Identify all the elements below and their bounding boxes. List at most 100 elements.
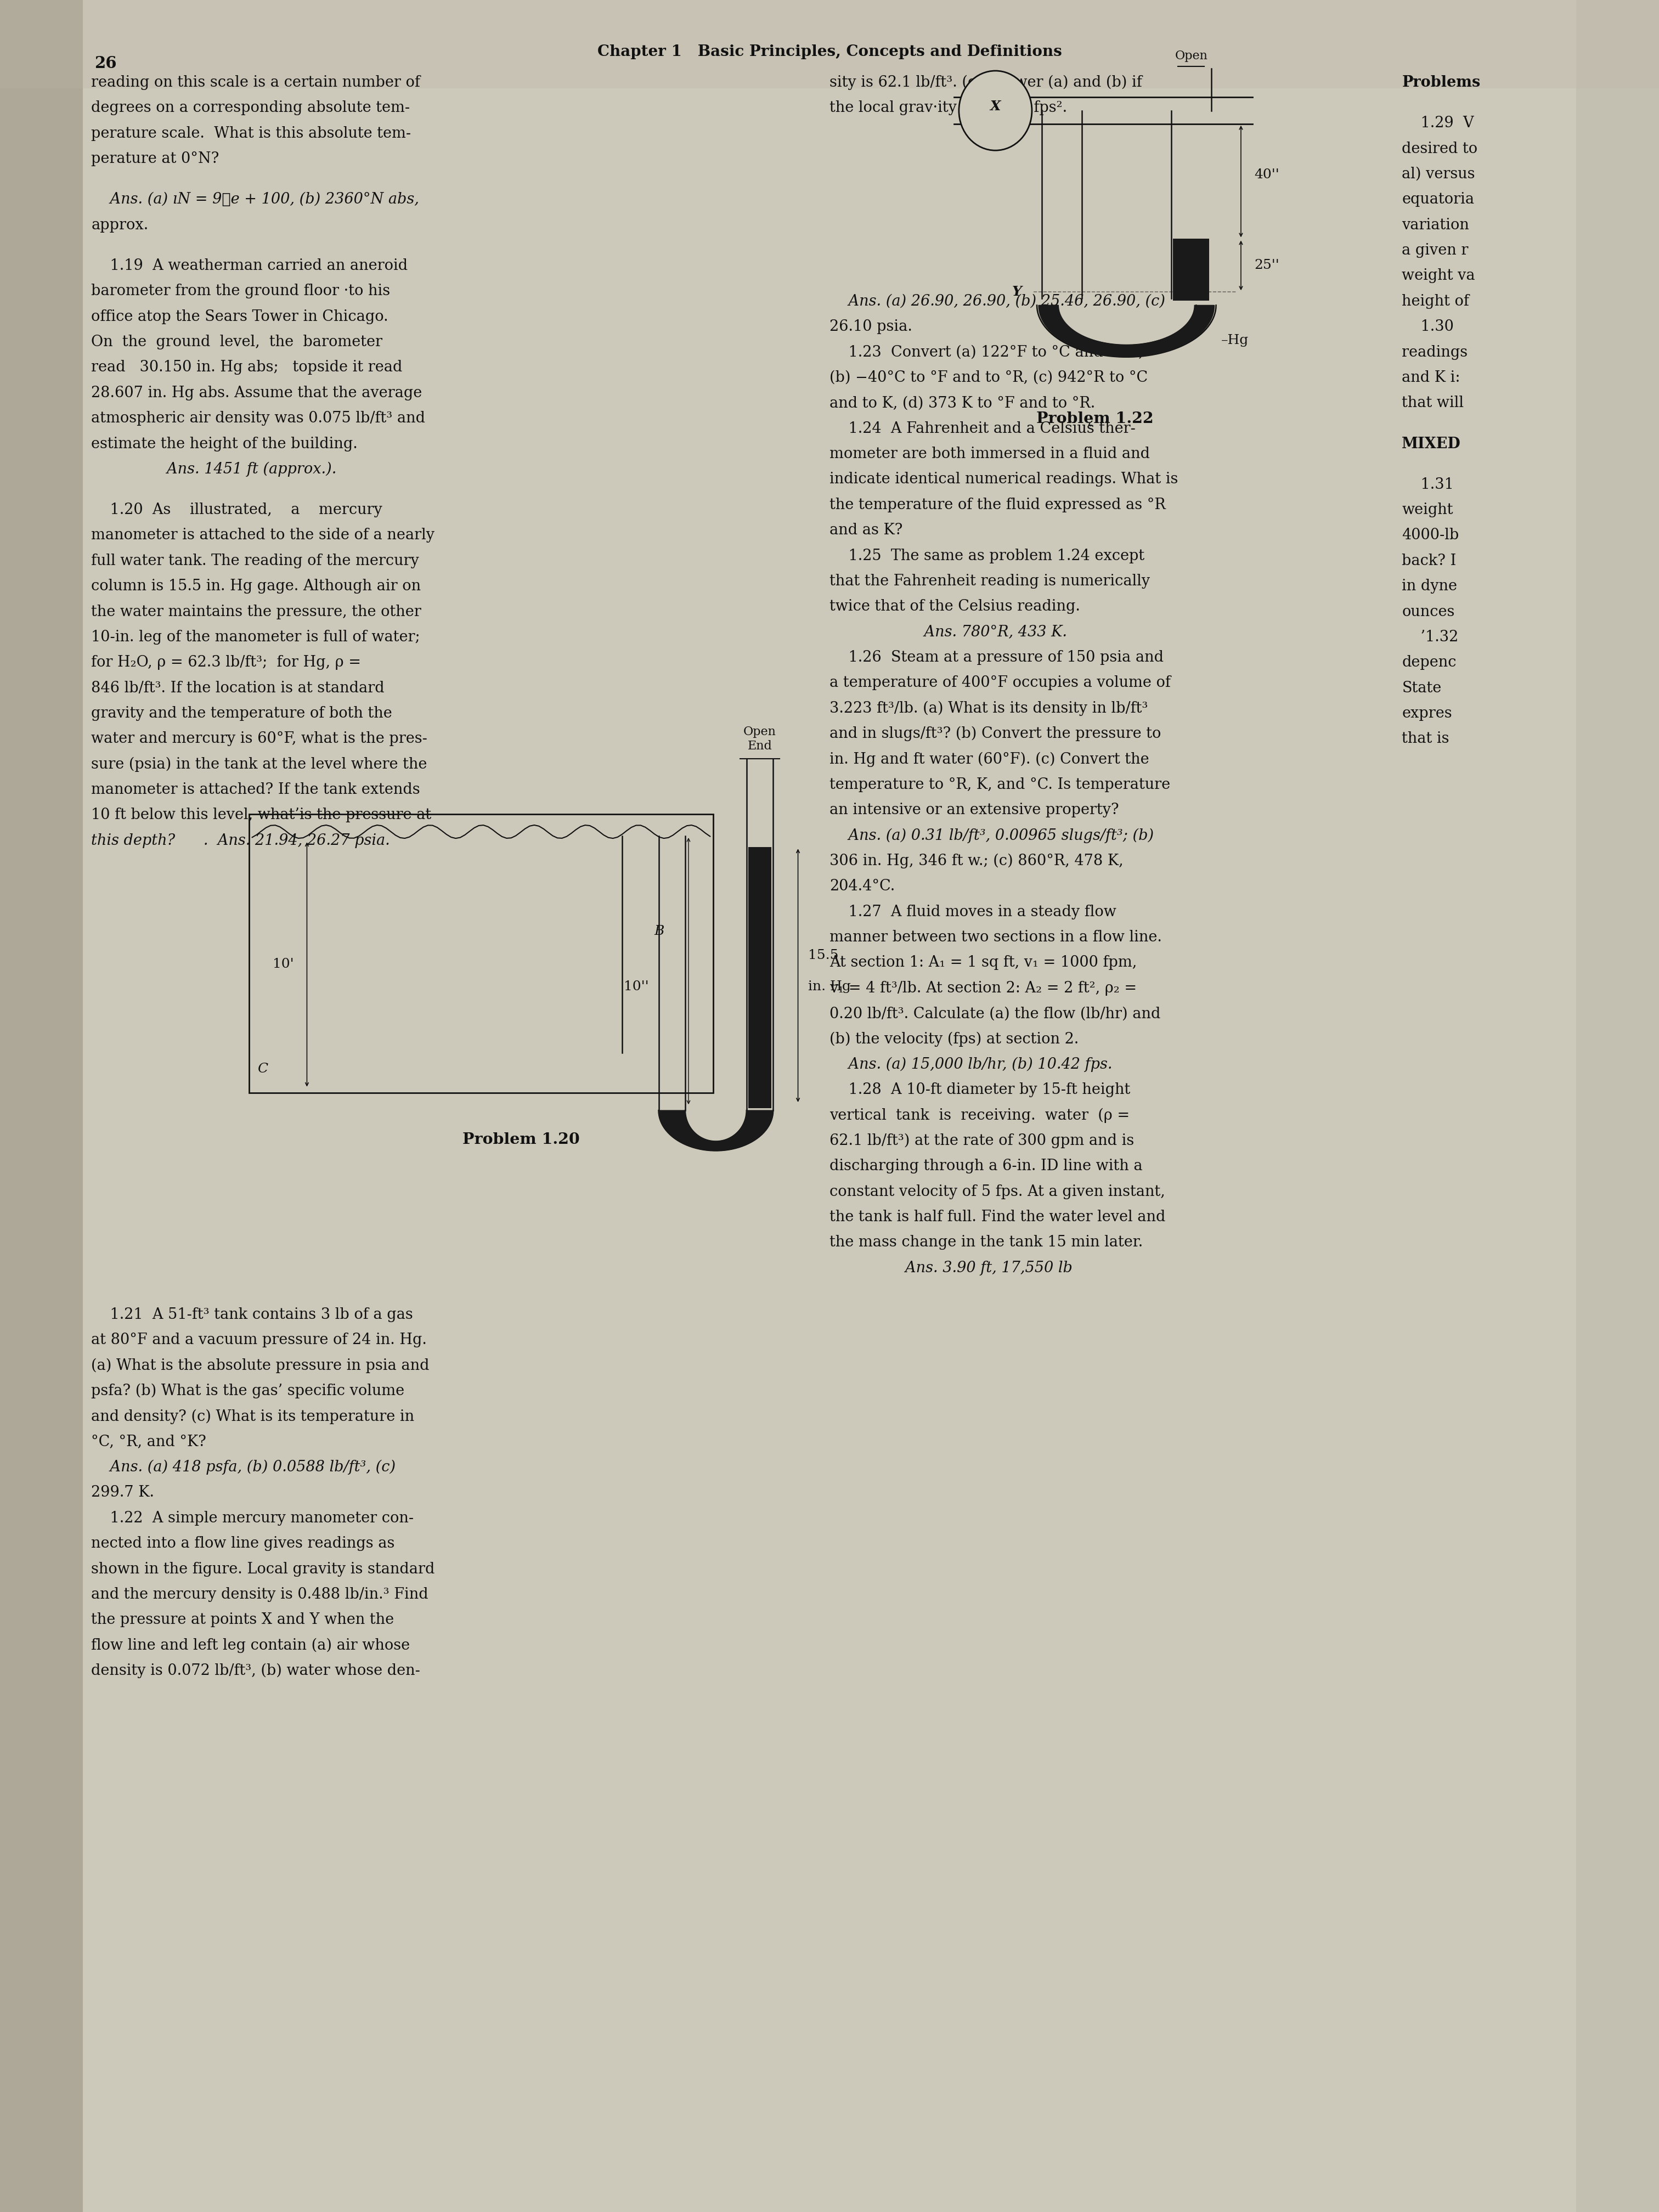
Text: (a) What is the absolute pressure in psia and: (a) What is the absolute pressure in psi… xyxy=(91,1358,430,1374)
Text: v₁ = 4 ft³/lb. At section 2: A₂ = 2 ft², ρ₂ =: v₁ = 4 ft³/lb. At section 2: A₂ = 2 ft²,… xyxy=(830,980,1136,995)
Text: sure (psia) in the tank at the level where the: sure (psia) in the tank at the level whe… xyxy=(91,757,428,772)
Text: 26.10 psia.: 26.10 psia. xyxy=(830,319,912,334)
Text: Problem 1.20: Problem 1.20 xyxy=(463,1133,579,1148)
Text: Problems: Problems xyxy=(1402,75,1480,91)
Text: Ans. 1451 ft (approx.).: Ans. 1451 ft (approx.). xyxy=(91,462,337,478)
Text: 1.27  A fluid moves in a steady flow: 1.27 A fluid moves in a steady flow xyxy=(830,905,1117,920)
Text: the local grav·ity is g = 30 fps².: the local grav·ity is g = 30 fps². xyxy=(830,102,1067,115)
Text: 1.19  A weatherman carried an aneroid: 1.19 A weatherman carried an aneroid xyxy=(91,259,408,272)
Text: Ans. (a) 418 psfa, (b) 0.0588 lb/ft³, (c): Ans. (a) 418 psfa, (b) 0.0588 lb/ft³, (c… xyxy=(91,1460,397,1475)
Bar xyxy=(748,847,771,1108)
Text: in dyne: in dyne xyxy=(1402,580,1457,593)
Text: and K i:: and K i: xyxy=(1402,369,1460,385)
Text: for H₂O, ρ = 62.3 lb/ft³;  for Hg, ρ =: for H₂O, ρ = 62.3 lb/ft³; for Hg, ρ = xyxy=(91,655,362,670)
Text: ’1.32: ’1.32 xyxy=(1402,630,1458,644)
Text: manometer is attached to the side of a nearly: manometer is attached to the side of a n… xyxy=(91,529,435,542)
Text: the tank is half full. Find the water level and: the tank is half full. Find the water le… xyxy=(830,1210,1166,1225)
Text: 1.28  A 10-ft diameter by 15-ft height: 1.28 A 10-ft diameter by 15-ft height xyxy=(830,1082,1130,1097)
Text: State: State xyxy=(1402,681,1442,695)
Text: al) versus: al) versus xyxy=(1402,166,1475,181)
Text: Ans. (a) 26.90, 26.90, (b) 25.46, 26.90, (c): Ans. (a) 26.90, 26.90, (b) 25.46, 26.90,… xyxy=(830,294,1165,310)
Text: 1.24  A Fahrenheit and a Celsius ther-: 1.24 A Fahrenheit and a Celsius ther- xyxy=(830,420,1135,436)
Text: a given r: a given r xyxy=(1402,243,1468,259)
Text: (b) the velocity (fps) at section 2.: (b) the velocity (fps) at section 2. xyxy=(830,1031,1078,1046)
Text: sity is 62.1 lb/ft³. (c) Answer (a) and (b) if: sity is 62.1 lb/ft³. (c) Answer (a) and … xyxy=(830,75,1141,91)
Text: and as K?: and as K? xyxy=(830,522,902,538)
Text: 1.23  Convert (a) 122°F to °C and to K,: 1.23 Convert (a) 122°F to °C and to K, xyxy=(830,345,1143,361)
Bar xyxy=(1173,239,1209,301)
Text: the mass change in the tank 15 min later.: the mass change in the tank 15 min later… xyxy=(830,1234,1143,1250)
Text: read   30.150 in. Hg abs;   topside it read: read 30.150 in. Hg abs; topside it read xyxy=(91,361,403,374)
Bar xyxy=(0,0,83,2212)
Text: an intensive or an extensive property?: an intensive or an extensive property? xyxy=(830,803,1118,818)
Text: this depth?      .  Ans. 21.94, 26.27 psia.: this depth? . Ans. 21.94, 26.27 psia. xyxy=(91,834,390,847)
Text: –Hg: –Hg xyxy=(1221,334,1249,347)
Text: readings: readings xyxy=(1402,345,1468,361)
Text: that the Fahrenheit reading is numerically: that the Fahrenheit reading is numerical… xyxy=(830,573,1150,588)
Text: the water maintains the pressure, the other: the water maintains the pressure, the ot… xyxy=(91,604,421,619)
Text: full water tank. The reading of the mercury: full water tank. The reading of the merc… xyxy=(91,553,420,568)
Text: 10': 10' xyxy=(272,958,294,971)
Text: approx.: approx. xyxy=(91,217,148,232)
Text: Open
End: Open End xyxy=(743,726,776,752)
Text: °C, °R, and °K?: °C, °R, and °K? xyxy=(91,1436,206,1449)
Text: reading on this scale is a certain number of: reading on this scale is a certain numbe… xyxy=(91,75,420,91)
Text: 1.22  A simple mercury manometer con-: 1.22 A simple mercury manometer con- xyxy=(91,1511,413,1526)
Text: temperature to °R, K, and °C. Is temperature: temperature to °R, K, and °C. Is tempera… xyxy=(830,776,1170,792)
Text: Ans. (a) 15,000 lb/hr, (b) 10.42 fps.: Ans. (a) 15,000 lb/hr, (b) 10.42 fps. xyxy=(830,1057,1112,1073)
Text: 1.30: 1.30 xyxy=(1402,319,1453,334)
Text: psfa? (b) What is the gas’ specific volume: psfa? (b) What is the gas’ specific volu… xyxy=(91,1385,405,1398)
Text: (b) −40°C to °F and to °R, (c) 942°R to °C: (b) −40°C to °F and to °R, (c) 942°R to … xyxy=(830,369,1148,385)
Text: 15.5: 15.5 xyxy=(808,949,838,962)
Bar xyxy=(0,0,1659,88)
Text: manner between two sections in a flow line.: manner between two sections in a flow li… xyxy=(830,929,1161,945)
Ellipse shape xyxy=(959,71,1032,150)
Text: gravity and the temperature of both the: gravity and the temperature of both the xyxy=(91,706,392,721)
Text: Ans. 3.90 ft, 17,550 lb: Ans. 3.90 ft, 17,550 lb xyxy=(830,1261,1072,1276)
Text: shown in the figure. Local gravity is standard: shown in the figure. Local gravity is st… xyxy=(91,1562,435,1577)
Text: and in slugs/ft³? (b) Convert the pressure to: and in slugs/ft³? (b) Convert the pressu… xyxy=(830,726,1161,741)
Text: barometer from the ground floor ·to his: barometer from the ground floor ·to his xyxy=(91,283,390,299)
Text: the pressure at points X and Y when the: the pressure at points X and Y when the xyxy=(91,1613,395,1628)
Text: 1.21  A 51-ft³ tank contains 3 lb of a gas: 1.21 A 51-ft³ tank contains 3 lb of a ga… xyxy=(91,1307,413,1323)
Text: 1.25  The same as problem 1.24 except: 1.25 The same as problem 1.24 except xyxy=(830,549,1145,564)
Text: Chapter 1   Basic Principles, Concepts and Definitions: Chapter 1 Basic Principles, Concepts and… xyxy=(597,44,1062,60)
Text: discharging through a 6-in. ID line with a: discharging through a 6-in. ID line with… xyxy=(830,1159,1143,1175)
Text: Ans. 780°R, 433 K.: Ans. 780°R, 433 K. xyxy=(830,624,1067,639)
Text: 0.20 lb/ft³. Calculate (a) the flow (lb/hr) and: 0.20 lb/ft³. Calculate (a) the flow (lb/… xyxy=(830,1006,1161,1022)
Text: 28.607 in. Hg abs. Assume that the average: 28.607 in. Hg abs. Assume that the avera… xyxy=(91,385,421,400)
Text: On  the  ground  level,  the  barometer: On the ground level, the barometer xyxy=(91,334,383,349)
Polygon shape xyxy=(1039,305,1214,356)
Bar xyxy=(1576,0,1659,2212)
Text: the temperature of the fluid expressed as °R: the temperature of the fluid expressed a… xyxy=(830,498,1166,513)
Text: 10-in. leg of the manometer is full of water;: 10-in. leg of the manometer is full of w… xyxy=(91,630,420,644)
Text: 846 lb/ft³. If the location is at standard: 846 lb/ft³. If the location is at standa… xyxy=(91,681,385,695)
Text: density is 0.072 lb/ft³, (b) water whose den-: density is 0.072 lb/ft³, (b) water whose… xyxy=(91,1663,420,1679)
Text: X: X xyxy=(990,100,1000,113)
Text: depenc: depenc xyxy=(1402,655,1457,670)
Text: 299.7 K.: 299.7 K. xyxy=(91,1486,154,1500)
Text: 10 ft below this level, what’is the pressure at: 10 ft below this level, what’is the pres… xyxy=(91,807,431,823)
Polygon shape xyxy=(659,1110,773,1150)
Text: variation: variation xyxy=(1402,217,1470,232)
Text: 1.29  V: 1.29 V xyxy=(1402,115,1475,131)
Text: flow line and left leg contain (a) air whose: flow line and left leg contain (a) air w… xyxy=(91,1639,410,1652)
Text: mometer are both immersed in a fluid and: mometer are both immersed in a fluid and xyxy=(830,447,1150,462)
Text: in. Hg and ft water (60°F). (c) Convert the: in. Hg and ft water (60°F). (c) Convert … xyxy=(830,752,1150,768)
Text: a temperature of 400°F occupies a volume of: a temperature of 400°F occupies a volume… xyxy=(830,675,1171,690)
Text: at 80°F and a vacuum pressure of 24 in. Hg.: at 80°F and a vacuum pressure of 24 in. … xyxy=(91,1332,426,1347)
Text: 306 in. Hg, 346 ft w.; (c) 860°R, 478 K,: 306 in. Hg, 346 ft w.; (c) 860°R, 478 K, xyxy=(830,854,1123,869)
Text: 1.20  As    illustrated,    a    mercury: 1.20 As illustrated, a mercury xyxy=(91,502,383,518)
Text: desired to: desired to xyxy=(1402,142,1478,157)
Text: manometer is attached? If the tank extends: manometer is attached? If the tank exten… xyxy=(91,783,420,796)
Text: 204.4°C.: 204.4°C. xyxy=(830,878,894,894)
Text: that will: that will xyxy=(1402,396,1463,411)
Text: estimate the height of the building.: estimate the height of the building. xyxy=(91,436,358,451)
Text: and the mercury density is 0.488 lb/in.³ Find: and the mercury density is 0.488 lb/in.³… xyxy=(91,1588,428,1601)
Text: vertical  tank  is  receiving.  water  (ρ =: vertical tank is receiving. water (ρ = xyxy=(830,1108,1130,1124)
Text: water and mercury is 60°F, what is the pres-: water and mercury is 60°F, what is the p… xyxy=(91,732,428,745)
Text: weight va: weight va xyxy=(1402,268,1475,283)
Text: ounces: ounces xyxy=(1402,604,1455,619)
Text: indicate identical numerical readings. What is: indicate identical numerical readings. W… xyxy=(830,471,1178,487)
Text: 40'': 40'' xyxy=(1254,168,1279,181)
